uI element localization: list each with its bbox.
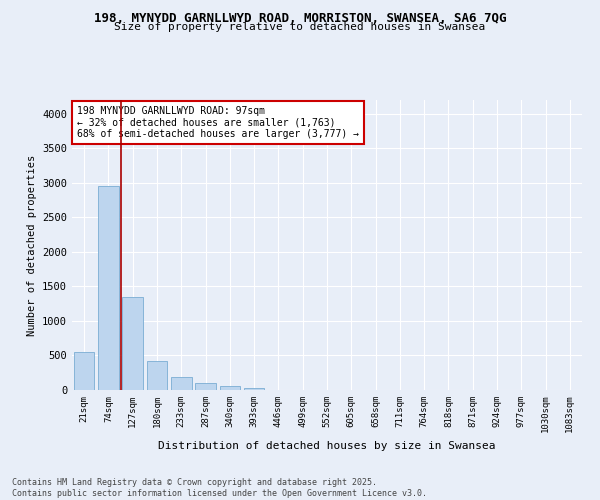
Text: 198 MYNYDD GARNLLWYD ROAD: 97sqm
← 32% of detached houses are smaller (1,763)
68: 198 MYNYDD GARNLLWYD ROAD: 97sqm ← 32% o…: [77, 106, 359, 139]
Y-axis label: Number of detached properties: Number of detached properties: [26, 154, 37, 336]
Bar: [244, 388, 265, 390]
X-axis label: Distribution of detached houses by size in Swansea: Distribution of detached houses by size …: [158, 441, 496, 451]
Bar: [195, 383, 216, 390]
Text: Contains HM Land Registry data © Crown copyright and database right 2025.
Contai: Contains HM Land Registry data © Crown c…: [12, 478, 427, 498]
Bar: [74, 352, 94, 390]
Text: Size of property relative to detached houses in Swansea: Size of property relative to detached ho…: [115, 22, 485, 32]
Text: 198, MYNYDD GARNLLWYD ROAD, MORRISTON, SWANSEA, SA6 7QG: 198, MYNYDD GARNLLWYD ROAD, MORRISTON, S…: [94, 12, 506, 26]
Bar: [122, 297, 143, 390]
Bar: [171, 377, 191, 390]
Bar: [146, 361, 167, 390]
Bar: [220, 386, 240, 390]
Bar: [98, 186, 119, 390]
